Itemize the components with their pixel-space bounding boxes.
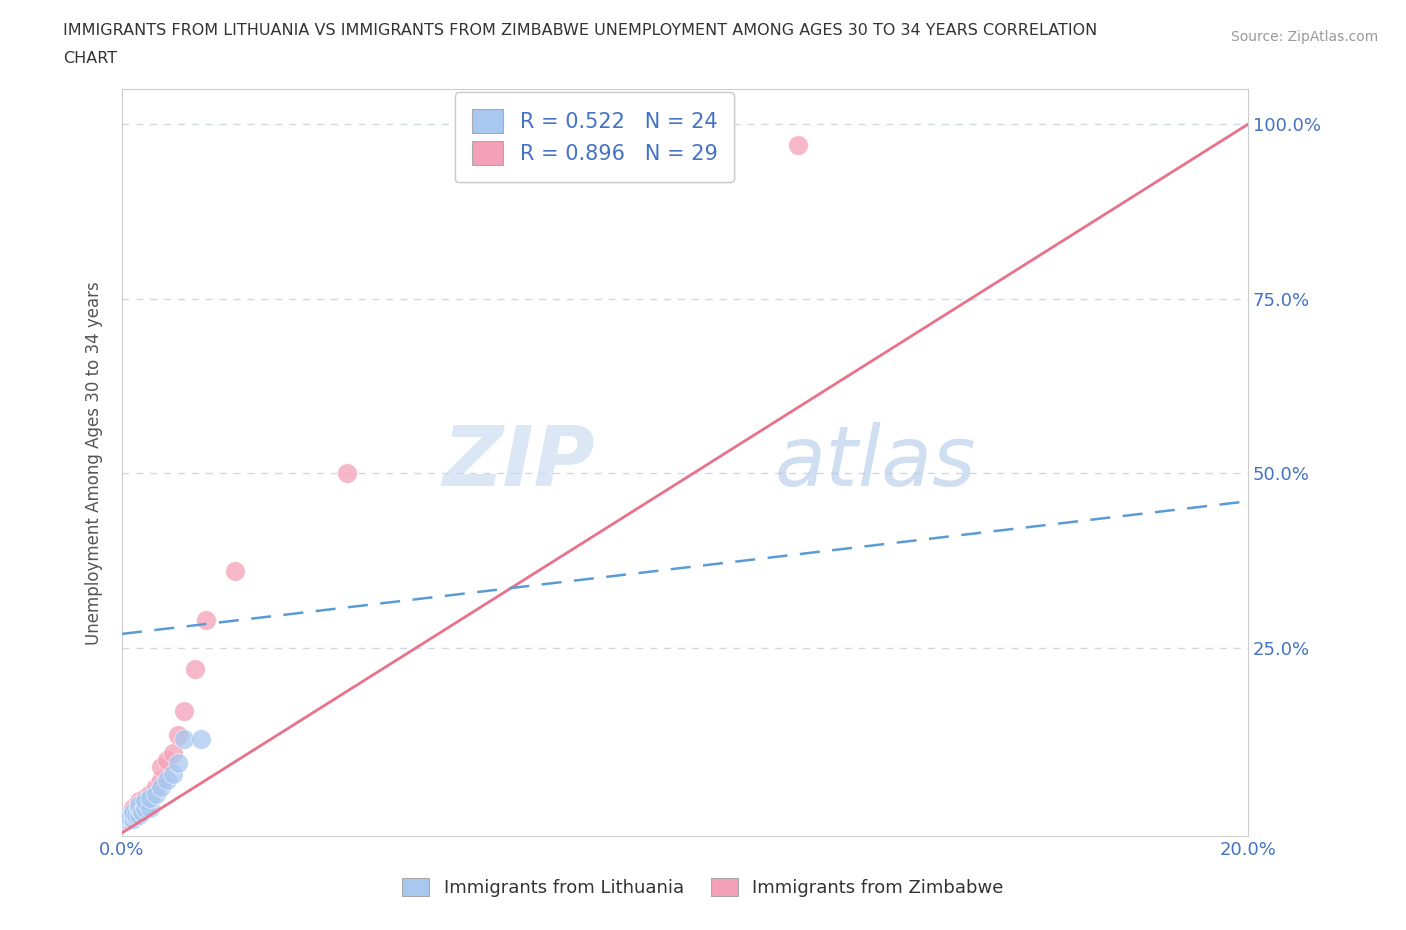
Point bbox=[184, 661, 207, 676]
Point bbox=[115, 813, 138, 828]
Point bbox=[117, 812, 139, 827]
Point bbox=[224, 564, 246, 578]
Point bbox=[125, 804, 148, 819]
Legend: R = 0.522   N = 24, R = 0.896   N = 29: R = 0.522 N = 24, R = 0.896 N = 29 bbox=[456, 92, 734, 182]
Point bbox=[122, 804, 145, 819]
Point bbox=[150, 773, 173, 788]
Point bbox=[139, 801, 162, 816]
Text: atlas: atlas bbox=[775, 422, 977, 503]
Point bbox=[134, 798, 156, 813]
Point bbox=[125, 808, 148, 823]
Point bbox=[128, 801, 150, 816]
Point bbox=[122, 801, 145, 816]
Point bbox=[139, 790, 162, 805]
Point bbox=[336, 466, 359, 481]
Y-axis label: Unemployment Among Ages 30 to 34 years: Unemployment Among Ages 30 to 34 years bbox=[86, 281, 103, 644]
Point bbox=[122, 812, 145, 827]
Point bbox=[162, 745, 184, 760]
Point bbox=[114, 812, 136, 827]
Point bbox=[150, 780, 173, 795]
Point bbox=[173, 703, 195, 718]
Point bbox=[117, 809, 139, 824]
Point bbox=[139, 790, 162, 805]
Point bbox=[120, 810, 142, 825]
Point bbox=[167, 755, 190, 770]
Text: ZIP: ZIP bbox=[443, 422, 595, 503]
Point bbox=[128, 801, 150, 816]
Point bbox=[128, 808, 150, 823]
Point bbox=[156, 773, 179, 788]
Point bbox=[150, 759, 173, 774]
Point bbox=[134, 801, 156, 816]
Point bbox=[128, 794, 150, 809]
Point bbox=[117, 812, 139, 827]
Point bbox=[139, 787, 162, 802]
Point bbox=[115, 813, 138, 828]
Point bbox=[117, 808, 139, 823]
Point bbox=[786, 138, 808, 153]
Point bbox=[122, 804, 145, 819]
Point bbox=[145, 780, 167, 795]
Point bbox=[145, 787, 167, 802]
Point bbox=[156, 752, 179, 767]
Point bbox=[190, 731, 212, 746]
Point bbox=[114, 812, 136, 827]
Point bbox=[122, 808, 145, 823]
Point bbox=[128, 798, 150, 813]
Point bbox=[122, 808, 145, 823]
Point bbox=[134, 790, 156, 805]
Point bbox=[131, 804, 153, 819]
Point bbox=[167, 727, 190, 742]
Text: IMMIGRANTS FROM LITHUANIA VS IMMIGRANTS FROM ZIMBABWE UNEMPLOYMENT AMONG AGES 30: IMMIGRANTS FROM LITHUANIA VS IMMIGRANTS … bbox=[63, 23, 1098, 38]
Point bbox=[112, 814, 135, 829]
Point bbox=[134, 794, 156, 809]
Point bbox=[173, 731, 195, 746]
Point bbox=[120, 809, 142, 824]
Point bbox=[162, 766, 184, 781]
Point bbox=[128, 798, 150, 813]
Legend: Immigrants from Lithuania, Immigrants from Zimbabwe: Immigrants from Lithuania, Immigrants fr… bbox=[388, 863, 1018, 911]
Text: Source: ZipAtlas.com: Source: ZipAtlas.com bbox=[1230, 30, 1378, 44]
Text: CHART: CHART bbox=[63, 51, 117, 66]
Point bbox=[195, 613, 218, 628]
